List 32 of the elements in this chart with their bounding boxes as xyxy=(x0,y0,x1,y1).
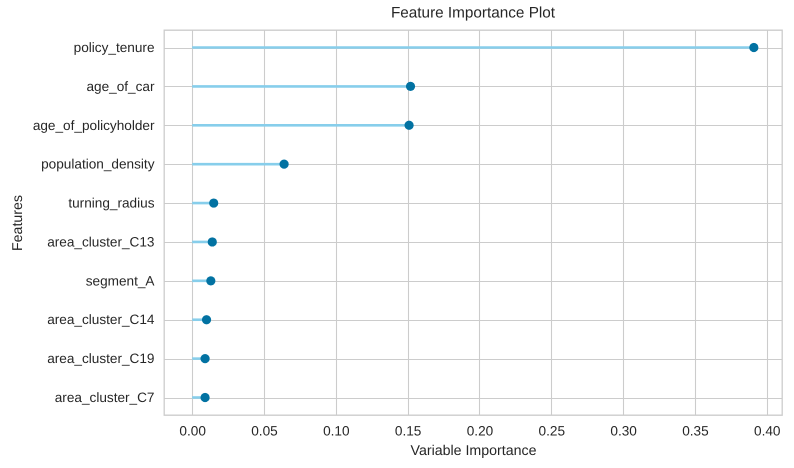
x-tick-label: 0.30 xyxy=(610,424,638,438)
chart-title: Feature Importance Plot xyxy=(390,4,556,22)
point xyxy=(279,160,289,169)
point xyxy=(209,198,218,208)
y-tick-label: age_of_car xyxy=(86,78,155,94)
x-tick-label: 0.15 xyxy=(394,424,422,438)
x-tick-label: 0.10 xyxy=(323,424,350,438)
x-tick-label: 0.25 xyxy=(538,424,566,438)
point xyxy=(200,392,210,402)
y-tick-label: area_cluster_C19 xyxy=(47,351,154,366)
y-tick-label: policy_tenure xyxy=(74,40,154,55)
point xyxy=(202,315,212,324)
point xyxy=(749,42,758,52)
y-tick-label: area_cluster_C7 xyxy=(54,390,154,405)
y-tick-label: segment_A xyxy=(86,273,156,288)
y-tick-label: age_of_policyholder xyxy=(32,118,155,133)
x-tick-label: 0.00 xyxy=(179,424,206,438)
y-tick-label: area_cluster_C13 xyxy=(47,234,154,250)
x-tick-label: 0.20 xyxy=(466,424,494,438)
point xyxy=(208,237,217,247)
x-tick-label: 0.35 xyxy=(682,424,709,438)
point xyxy=(200,354,210,364)
y-tick-label: turning_radius xyxy=(68,196,155,211)
point xyxy=(206,276,216,286)
point xyxy=(404,120,414,130)
y-axis-title: Features xyxy=(10,195,26,251)
x-tick-label: 0.40 xyxy=(754,424,781,438)
x-axis-title: Variable Importance xyxy=(410,443,537,460)
y-tick-label: area_cluster_C14 xyxy=(47,312,155,328)
y-tick-label: population_density xyxy=(41,156,155,172)
point xyxy=(406,82,416,91)
x-tick-label: 0.05 xyxy=(251,424,278,438)
